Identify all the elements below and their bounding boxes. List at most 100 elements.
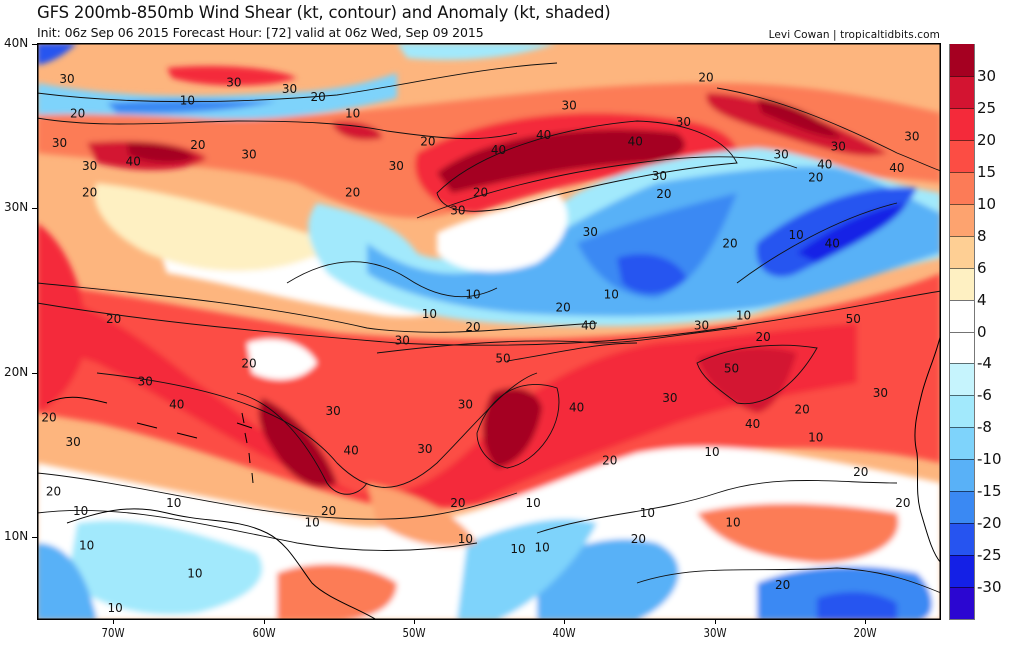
colorbar-level-label: 15 [977, 162, 997, 181]
contour-label: 20 [631, 532, 646, 546]
contour-label: 10 [736, 309, 751, 323]
contour-label: 30 [562, 98, 577, 112]
contour-label: 20 [698, 71, 713, 85]
credit-text: Levi Cowan | tropicaltidbits.com [768, 29, 940, 41]
coastlines [46, 332, 941, 620]
contour-label: 20 [41, 411, 56, 425]
contour-label: 30 [395, 333, 410, 347]
longitude-tick-label: 60W [251, 626, 276, 640]
contour-label: 20 [755, 330, 770, 344]
contour-label: 20 [722, 236, 737, 250]
contour-line [286, 261, 498, 298]
contour-label: 10 [79, 539, 94, 553]
anomaly-region [482, 388, 542, 468]
contour-label: 30 [662, 391, 677, 405]
contour-label: 40 [817, 158, 832, 172]
contour-label: 20 [82, 186, 97, 200]
contour-label: 30 [226, 75, 241, 89]
contour-label: 30 [326, 404, 341, 418]
contour-label: 20 [420, 135, 435, 149]
anomaly-region [67, 520, 263, 615]
colorbar-level-label: -25 [977, 546, 1002, 565]
colorbar-level-label: 0 [977, 322, 987, 341]
colorbar-bin [950, 139, 974, 172]
colorbar-level-label: 20 [977, 130, 997, 149]
colorbar-bin [950, 363, 974, 396]
contour-label: 30 [694, 319, 709, 333]
longitude-tick [864, 619, 866, 624]
contour-label: 30 [676, 115, 691, 129]
contour-label: 20 [450, 496, 465, 510]
anomaly-region [437, 193, 568, 272]
contour-label: 30 [65, 435, 80, 449]
colorbar-bin [950, 107, 974, 140]
contour-label: 40 [628, 135, 643, 149]
contour-label: 30 [417, 442, 432, 456]
colorbar-bin [950, 555, 974, 588]
contour-label: 10 [525, 496, 540, 510]
contour-label: 40 [536, 128, 551, 142]
contour-label: 20 [853, 465, 868, 479]
colorbar-bin [950, 235, 974, 268]
longitude-tick-label: 70W [101, 626, 125, 640]
contour-label: 20 [602, 453, 617, 467]
contour-label: 10 [604, 287, 619, 301]
contour-label: 20 [895, 496, 910, 510]
anomaly-region [37, 447, 941, 620]
colorbar-level-label: 30 [977, 66, 997, 85]
contour-label: 30 [652, 169, 667, 183]
contour-label: 40 [889, 161, 904, 175]
anomaly-shading [37, 43, 941, 620]
colorbar-bin [950, 395, 974, 428]
anomaly-region [167, 66, 297, 86]
colorbar-level-label: 10 [977, 194, 997, 213]
colorbar-bin [950, 75, 974, 108]
colorbar [949, 44, 975, 620]
latitude-tick-label: 10N [4, 528, 29, 543]
contour-line [736, 202, 898, 284]
anomaly-region [757, 98, 842, 138]
contour-label: 10 [187, 567, 202, 581]
contour-label: 30 [241, 148, 256, 162]
contour-label: 20 [345, 186, 360, 200]
contour-label: 40 [491, 143, 506, 157]
wind-shear-map: 30 20 30 30 40 20 30 10 30 20 10 20 30 30 20 20 40 30 40 40… [37, 43, 941, 620]
latitude-tick [32, 208, 38, 210]
colorbar-level-label: 6 [977, 258, 987, 277]
colorbar-level-label: -30 [977, 578, 1002, 597]
longitude-tick-label: 30W [702, 626, 727, 640]
contour-line [37, 117, 518, 140]
contour-line [536, 480, 898, 534]
latitude-tick [32, 44, 38, 45]
anomaly-region [577, 193, 737, 298]
contour-label: 30 [282, 82, 297, 96]
contour-line [636, 567, 941, 594]
contour-line [37, 282, 598, 333]
longitude-tick [714, 619, 716, 624]
contour-label: 20 [321, 504, 336, 518]
contour-label: 40 [169, 397, 184, 411]
coastline-caribbean [46, 396, 253, 439]
colorbar-level-label: -10 [977, 450, 1002, 469]
anomaly-region [37, 223, 87, 413]
colorbar-bin [950, 331, 974, 364]
contour-line [436, 120, 738, 212]
contour-label: 20 [190, 138, 205, 152]
contour-label: 40 [569, 401, 584, 415]
contour-label: 50 [846, 312, 861, 326]
contour-line [696, 344, 818, 405]
contour-label: 10 [166, 496, 181, 510]
contour-label: 50 [495, 351, 510, 365]
colorbar-level-label: 4 [977, 290, 987, 309]
colorbar-bin [950, 491, 974, 524]
contour-label: 10 [640, 506, 655, 520]
contour-label: 30 [774, 148, 789, 162]
contour-label: 30 [583, 225, 598, 239]
anomaly-region [247, 339, 317, 380]
contour-label: 20 [46, 485, 61, 499]
contour-line [37, 472, 518, 520]
contour-label: 40 [581, 319, 596, 333]
anomaly-region [37, 293, 857, 507]
colorbar-bin [950, 299, 974, 332]
contour-label: 30 [904, 130, 919, 144]
